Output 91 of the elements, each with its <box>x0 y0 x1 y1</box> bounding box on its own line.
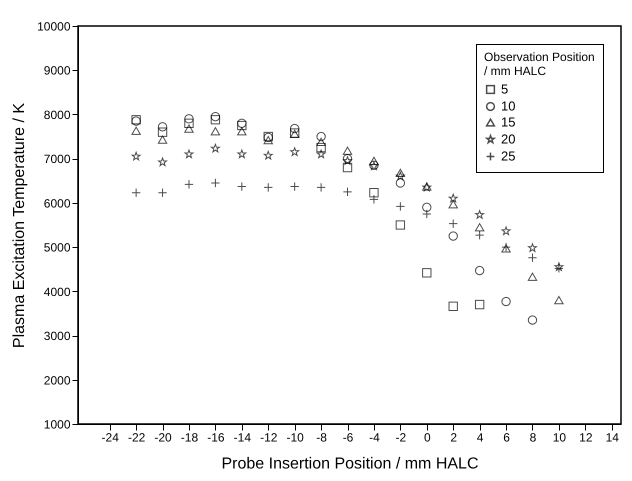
x-tick-label: -10 <box>286 430 304 444</box>
point <box>131 126 141 135</box>
point <box>528 315 538 325</box>
point <box>316 138 326 146</box>
point <box>237 150 246 158</box>
x-tick-label: -24 <box>102 430 120 444</box>
x-tick-label: 4 <box>476 430 484 444</box>
point <box>474 266 484 276</box>
point <box>396 178 406 188</box>
point <box>396 168 406 177</box>
x-tick-label: 0 <box>424 430 431 444</box>
point <box>132 152 141 160</box>
point <box>184 150 194 158</box>
point <box>396 172 405 180</box>
point <box>158 136 168 144</box>
y-tick-label: 8000 <box>44 108 71 122</box>
point <box>448 194 458 202</box>
x-tick-label: -6 <box>342 430 354 444</box>
legend-label: 5 <box>501 82 508 96</box>
y-tick-label: 5000 <box>44 240 71 255</box>
point <box>210 144 220 152</box>
point <box>316 150 326 158</box>
y-tick-label: 4000 <box>44 284 71 299</box>
y-tick-label: 7000 <box>44 152 71 166</box>
point <box>290 124 300 134</box>
y-tick-label: 1000 <box>44 418 71 432</box>
x-tick-label: 14 <box>606 430 620 444</box>
y-tick-label: 6000 <box>44 196 71 210</box>
legend-title: Observation Position / mm HALC <box>484 50 595 78</box>
point <box>396 220 406 230</box>
point <box>342 162 352 172</box>
point <box>290 147 300 156</box>
x-tick-label: -12 <box>260 430 278 444</box>
y-tick-label: 10000 <box>37 20 71 34</box>
x-tick-label: -20 <box>154 430 172 444</box>
point <box>158 122 168 132</box>
point <box>448 231 458 241</box>
point <box>528 272 538 281</box>
legend-label: 15 <box>501 114 516 130</box>
point <box>448 200 458 208</box>
y-axis-title: Plasma Excitation Temperature / K <box>11 102 28 348</box>
point <box>184 124 194 133</box>
x-axis-title: Probe Insertion Position / mm HALC <box>222 456 478 472</box>
point <box>502 226 511 236</box>
x-tick-label: -8 <box>316 430 328 444</box>
x-tick-label: 8 <box>530 430 537 444</box>
point <box>184 118 194 128</box>
point <box>184 114 194 124</box>
point <box>237 120 247 130</box>
point <box>210 127 220 136</box>
point <box>237 127 247 136</box>
x-tick-label: 12 <box>579 430 593 444</box>
point <box>554 262 564 271</box>
x-tick-label: -22 <box>128 430 146 444</box>
point <box>422 202 432 212</box>
y-tick-label: 2000 <box>44 373 71 388</box>
point <box>448 302 458 312</box>
point <box>237 118 247 128</box>
y-tick-label: 3000 <box>44 329 71 344</box>
point <box>501 296 511 306</box>
point <box>474 223 484 232</box>
point <box>316 132 326 142</box>
point <box>343 156 352 165</box>
point <box>554 296 564 304</box>
point <box>158 158 168 166</box>
y-tick-label: 9000 <box>44 64 71 78</box>
point <box>422 268 432 278</box>
x-tick-label: -2 <box>396 430 407 444</box>
legend-label: 25 <box>501 148 516 164</box>
point <box>210 112 220 122</box>
point <box>475 210 484 219</box>
point <box>474 300 484 310</box>
point <box>369 188 379 198</box>
point <box>210 115 220 124</box>
point <box>342 154 352 164</box>
point <box>316 142 326 152</box>
x-tick-label: -18 <box>180 430 198 444</box>
point <box>158 127 168 137</box>
x-tick-label: -14 <box>234 430 252 444</box>
x-tick-label: -4 <box>369 430 380 444</box>
point <box>369 156 379 165</box>
point <box>264 150 273 160</box>
point <box>528 243 537 252</box>
x-tick-label: 2 <box>450 430 458 444</box>
x-tick-label: 6 <box>503 430 510 444</box>
point <box>264 136 273 144</box>
x-tick-label: 10 <box>552 430 566 444</box>
x-tick-label: -16 <box>207 430 225 444</box>
legend-label: 20 <box>501 132 516 146</box>
legend-label: 10 <box>501 98 516 114</box>
point <box>342 146 352 155</box>
